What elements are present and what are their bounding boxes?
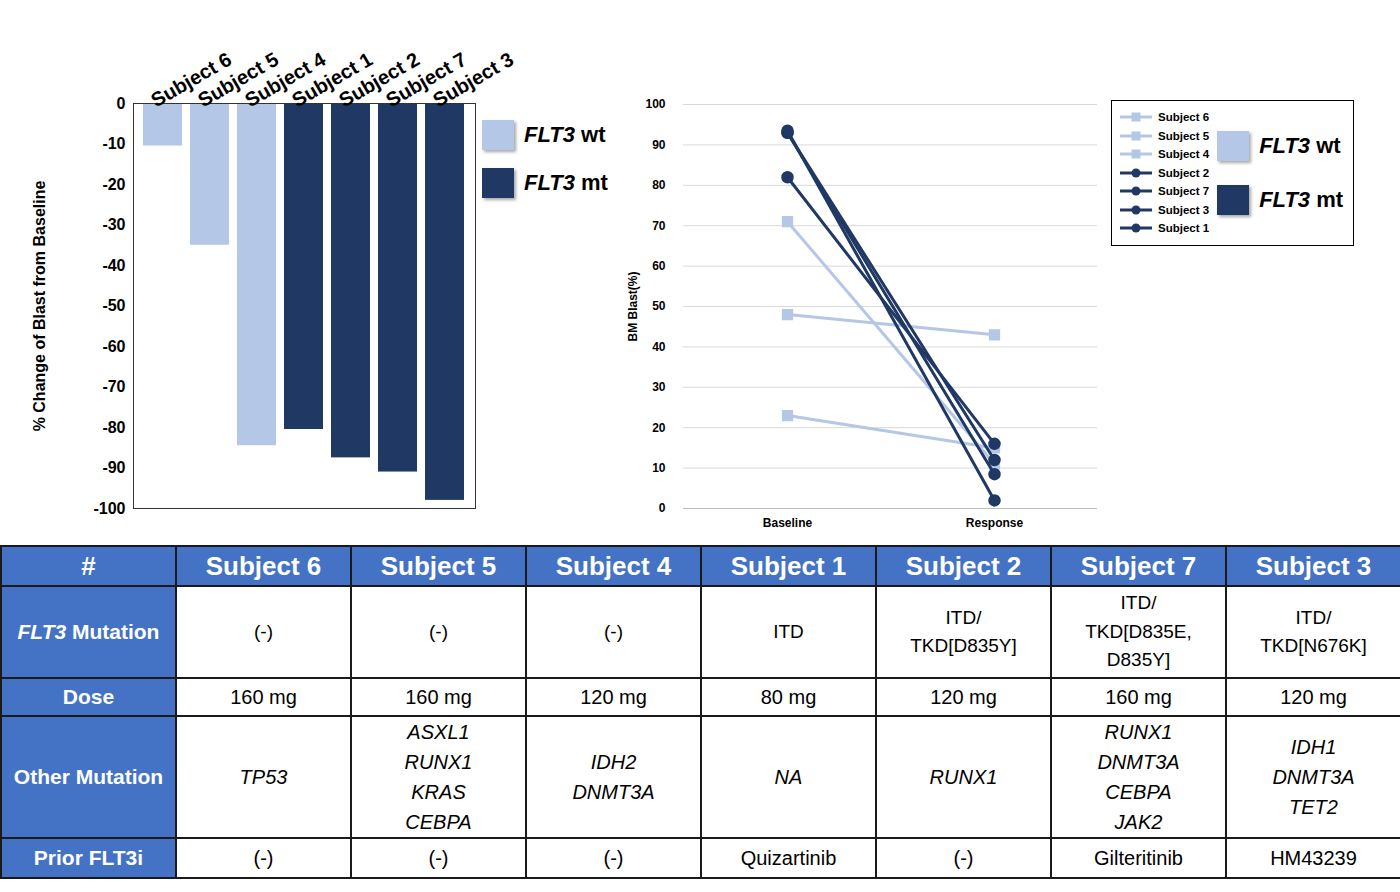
html-text:ITD: ITD — [773, 620, 804, 642]
html-text:Prior FLT3i: Prior FLT3i — [33, 846, 144, 869]
html-text:FLT3 wt: FLT3 wt — [1259, 132, 1341, 158]
html-text:Subject 5: Subject 5 — [1158, 129, 1210, 142]
svg-text:100: 100 — [645, 97, 665, 111]
svg-text:BM Blast(%): BM Blast(%) — [626, 271, 640, 341]
html-text:Subject 1: Subject 1 — [1158, 222, 1210, 235]
svg-text:40: 40 — [652, 340, 666, 354]
html-text:ITD/: ITD/ — [1120, 592, 1157, 614]
html-text:TKD[D835E,: TKD[D835E, — [1085, 620, 1192, 642]
html-text:ITD/: ITD/ — [1295, 606, 1332, 628]
html-text:RUNX1: RUNX1 — [404, 751, 473, 773]
svg-text:10: 10 — [652, 461, 666, 475]
html-text:Subject 7: Subject 7 — [1080, 550, 1197, 581]
html-text:Subject 5: Subject 5 — [380, 550, 497, 581]
svg-text:-60: -60 — [102, 338, 125, 355]
svg-text:60: 60 — [652, 259, 666, 273]
html-text:DNMT3A: DNMT3A — [1272, 766, 1355, 788]
svg-text:Subject 6: Subject 6 — [147, 47, 236, 112]
html-text:120 mg: 120 mg — [1280, 686, 1347, 708]
html-text:NA: NA — [774, 766, 803, 788]
html-text:KRAS: KRAS — [411, 781, 466, 803]
svg-text:-30: -30 — [102, 216, 125, 233]
html-text:Subject 6: Subject 6 — [1158, 111, 1210, 124]
svg-text:0: 0 — [659, 501, 666, 515]
svg-text:80: 80 — [652, 178, 666, 192]
html-text:FLT3 wt: FLT3 wt — [524, 122, 606, 147]
html-text:Subject 2: Subject 2 — [905, 550, 1022, 581]
svg-text:-90: -90 — [102, 459, 125, 476]
svg-text:-20: -20 — [102, 176, 125, 193]
html-text:Subject 3: Subject 3 — [1158, 203, 1210, 216]
svg-text:-80: -80 — [102, 419, 125, 436]
html-text:80 mg: 80 mg — [760, 686, 817, 708]
html-text:Dose: Dose — [62, 685, 115, 708]
svg-text:Subject 5: Subject 5 — [194, 47, 283, 112]
html-text:Subject 4: Subject 4 — [555, 550, 672, 581]
svg-text:50: 50 — [652, 299, 666, 313]
svg-text:Subject 4: Subject 4 — [241, 47, 330, 112]
svg-text:Baseline: Baseline — [763, 516, 813, 530]
html-text:120 mg: 120 mg — [930, 686, 997, 708]
svg-text:-10: -10 — [102, 135, 125, 152]
html-text:120 mg: 120 mg — [580, 686, 647, 708]
svg-text:-70: -70 — [102, 378, 125, 395]
html-text:CEBPA: CEBPA — [1105, 781, 1172, 803]
html-text:160 mg: 160 mg — [230, 686, 297, 708]
svg-text:0: 0 — [117, 95, 126, 112]
html-text:RUNX1: RUNX1 — [1104, 721, 1173, 743]
html-text:Subject 4: Subject 4 — [1158, 148, 1210, 161]
html-text:IDH2: IDH2 — [590, 751, 637, 773]
svg-text:30: 30 — [652, 380, 666, 394]
html-text:RUNX1: RUNX1 — [929, 766, 998, 788]
html-text:CEBPA: CEBPA — [405, 811, 472, 833]
svg-text:-50: -50 — [102, 297, 125, 314]
html-text:160 mg: 160 mg — [1105, 686, 1172, 708]
html-text:160 mg: 160 mg — [405, 686, 472, 708]
svg-text:Subject 1: Subject 1 — [288, 47, 377, 112]
html-text:D835Y]: D835Y] — [1106, 649, 1171, 671]
html-text:FLT3 Mutation: FLT3 Mutation — [17, 620, 160, 643]
html-text:FLT3 mt: FLT3 mt — [1259, 186, 1344, 212]
svg-text:20: 20 — [652, 421, 666, 435]
html-text:TKD[N676K]: TKD[N676K] — [1260, 635, 1367, 656]
html-text:IDH1: IDH1 — [1290, 736, 1337, 758]
svg-text:Subject 3: Subject 3 — [429, 48, 517, 112]
svg-text:% Change of Blast from Baselin: % Change of Blast from Baseline — [31, 181, 48, 432]
html-text:TKD[D835Y]: TKD[D835Y] — [910, 635, 1017, 656]
html-text:Subject 6: Subject 6 — [205, 550, 322, 581]
html-text:JAK2: JAK2 — [1114, 811, 1163, 833]
html-text:FLT3 mt: FLT3 mt — [524, 170, 608, 195]
html-text:Gilteritinib: Gilteritinib — [1094, 847, 1183, 869]
html-text:Subject 2: Subject 2 — [1158, 166, 1210, 179]
html-text:DNMT3A: DNMT3A — [572, 781, 655, 803]
svg-text:90: 90 — [652, 138, 666, 152]
html-text:TET2: TET2 — [1289, 796, 1338, 818]
html-text:Subject 7: Subject 7 — [1158, 185, 1210, 198]
html-text:DNMT3A: DNMT3A — [1097, 751, 1180, 773]
svg-text:70: 70 — [652, 219, 666, 233]
html-text:ASXL1: ASXL1 — [407, 721, 470, 743]
html-text:Other Mutation: Other Mutation — [13, 765, 164, 788]
svg-text:-100: -100 — [93, 500, 125, 517]
html-text:HM43239: HM43239 — [1270, 847, 1357, 869]
svg-text:Subject 2: Subject 2 — [335, 47, 424, 112]
html-text:Quizartinib: Quizartinib — [740, 847, 837, 869]
html-text:Subject 3: Subject 3 — [1255, 550, 1372, 581]
svg-text:-40: -40 — [102, 257, 125, 274]
svg-text:Subject 7: Subject 7 — [382, 47, 471, 112]
html-text:TP53: TP53 — [239, 766, 288, 788]
svg-text:Response: Response — [966, 516, 1024, 530]
html-text:Subject 1: Subject 1 — [730, 550, 847, 581]
html-text:ITD/: ITD/ — [945, 606, 982, 628]
